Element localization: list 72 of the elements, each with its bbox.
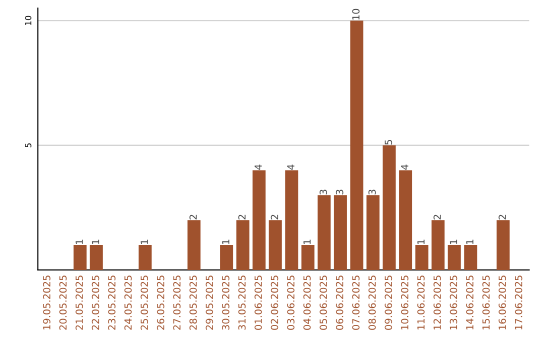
x-tick-label: 29.05.2025 — [206, 276, 214, 330]
bar — [399, 170, 412, 270]
x-tick-label: 30.05.2025 — [222, 276, 230, 330]
data-label: 1 — [92, 240, 100, 244]
x-tick-label: 02.06.2025 — [270, 276, 278, 330]
bar — [252, 170, 266, 270]
data-label: 1 — [222, 240, 230, 244]
bar — [268, 220, 282, 270]
x-tick-label: 01.06.2025 — [254, 276, 262, 330]
bar — [350, 20, 364, 270]
bar — [74, 245, 87, 270]
data-label: 1 — [304, 240, 311, 244]
data-label: 3 — [336, 190, 344, 194]
bar — [301, 245, 314, 270]
data-label: 3 — [368, 190, 376, 194]
x-tick-label: 08.06.2025 — [368, 276, 376, 330]
bar — [448, 245, 461, 270]
x-tick-label: 05.06.2025 — [320, 276, 327, 330]
x-tick-label: 13.06.2025 — [450, 276, 458, 330]
x-tick-label: 03.06.2025 — [287, 276, 294, 330]
bar — [90, 245, 103, 270]
data-label: 1 — [417, 240, 424, 244]
data-label: 1 — [76, 240, 83, 244]
x-tick-label: 06.06.2025 — [336, 276, 344, 330]
x-tick-label: 22.05.2025 — [92, 276, 100, 330]
bar — [318, 195, 331, 270]
bar — [220, 245, 234, 270]
data-label: 2 — [434, 214, 441, 220]
x-tick-label: 28.05.2025 — [189, 276, 197, 330]
bar — [415, 245, 428, 270]
x-tick-label: 27.05.2025 — [173, 276, 181, 330]
x-tick-label: 15.06.2025 — [482, 276, 490, 330]
data-label: 4 — [254, 164, 262, 170]
data-label: 1 — [450, 240, 458, 244]
x-tick-label: 16.06.2025 — [498, 276, 506, 330]
bar — [496, 220, 510, 270]
x-tick-label: 20.05.2025 — [59, 276, 67, 330]
data-label: 4 — [401, 164, 408, 170]
x-tick-label: 19.05.2025 — [43, 276, 50, 330]
x-tick-label: 09.06.2025 — [384, 276, 392, 330]
bar — [366, 195, 380, 270]
x-tick-label: 07.06.2025 — [352, 276, 360, 330]
bar — [188, 220, 201, 270]
x-tick-label: 14.06.2025 — [466, 276, 474, 330]
x-tick-label: 17.06.2025 — [514, 276, 522, 330]
bar — [382, 145, 396, 270]
bar — [236, 220, 250, 270]
bar — [432, 220, 445, 270]
x-tick-label: 26.05.2025 — [156, 276, 164, 330]
bar — [138, 245, 152, 270]
data-label: 2 — [270, 214, 278, 220]
data-label: 1 — [140, 240, 148, 244]
data-label: 10 — [352, 8, 360, 20]
data-label: 1 — [466, 240, 474, 244]
x-tick-label: 12.06.2025 — [434, 276, 441, 330]
data-label: 2 — [498, 214, 506, 220]
x-tick-label: 10.06.2025 — [401, 276, 408, 330]
data-label: 4 — [287, 164, 294, 170]
x-tick-label: 21.05.2025 — [76, 276, 83, 330]
x-tick-label: 25.05.2025 — [140, 276, 148, 330]
data-label: 2 — [189, 214, 197, 220]
data-label: 3 — [320, 190, 327, 194]
data-label: 2 — [238, 214, 246, 220]
x-tick-label: 31.05.2025 — [238, 276, 246, 330]
data-label: 5 — [384, 140, 392, 145]
x-tick-label: 24.05.2025 — [124, 276, 132, 330]
x-tick-label: 23.05.2025 — [108, 276, 116, 330]
bar — [285, 170, 298, 270]
bar — [334, 195, 347, 270]
x-tick-label: 11.06.2025 — [417, 276, 425, 330]
bar — [464, 245, 478, 270]
x-tick-label: 04.06.2025 — [303, 276, 311, 330]
